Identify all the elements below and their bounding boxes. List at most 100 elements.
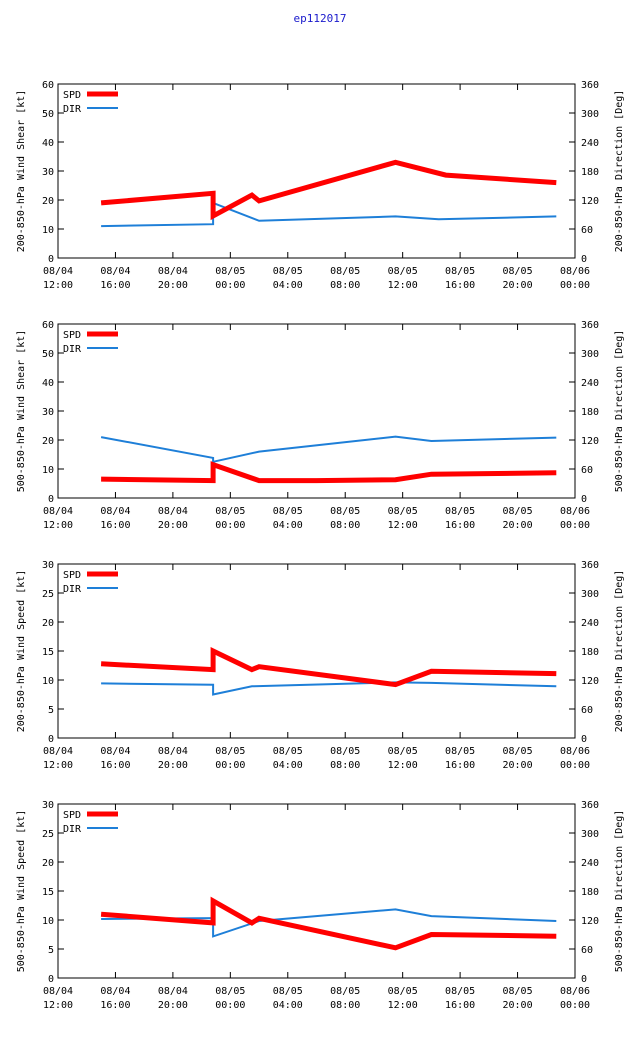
x-tick-label-date: 08/05 — [273, 746, 303, 757]
x-tick-label-date: 08/04 — [158, 266, 188, 277]
x-tick-label-time: 20:00 — [503, 280, 533, 291]
y-tick-label: 30 — [42, 407, 54, 418]
y-tick-label: 0 — [48, 734, 54, 745]
x-tick-label-time: 00:00 — [560, 520, 590, 531]
y-tick-label: 5 — [48, 945, 54, 956]
x-tick-label-date: 08/05 — [330, 986, 360, 997]
x-tick-label-date: 08/04 — [100, 506, 130, 517]
y-tick-label: 30 — [42, 800, 54, 811]
y-tick-label: 10 — [42, 465, 54, 476]
y2-tick-label: 180 — [581, 407, 599, 418]
x-tick-label-date: 08/05 — [503, 746, 533, 757]
x-tick-label-date: 08/05 — [330, 506, 360, 517]
y2-tick-label: 300 — [581, 589, 599, 600]
y2-axis-label: 500-850-hPa Direction [Deg] — [614, 810, 625, 973]
y2-tick-label: 120 — [581, 196, 599, 207]
y2-tick-label: 60 — [581, 945, 593, 956]
y-tick-label: 20 — [42, 196, 54, 207]
y2-tick-label: 180 — [581, 887, 599, 898]
y-tick-label: 10 — [42, 225, 54, 236]
y2-tick-label: 120 — [581, 436, 599, 447]
y-tick-label: 50 — [42, 109, 54, 120]
dir-series-line — [101, 681, 557, 696]
x-tick-label-date: 08/04 — [158, 506, 188, 517]
spd-series-line — [100, 159, 557, 221]
x-tick-label-date: 08/06 — [560, 266, 590, 277]
x-tick-label-time: 00:00 — [215, 280, 245, 291]
y-axis-label: 500-850-hPa Wind Speed [kt] — [16, 810, 27, 973]
x-tick-label-time: 12:00 — [43, 520, 73, 531]
x-tick-label-time: 04:00 — [273, 520, 303, 531]
legend-label-dir: DIR — [63, 104, 82, 115]
x-tick-label-time: 08:00 — [330, 1000, 360, 1011]
x-tick-label-time: 20:00 — [158, 520, 188, 531]
x-tick-label-time: 00:00 — [560, 1000, 590, 1011]
y2-tick-label: 240 — [581, 618, 599, 629]
x-tick-label-time: 20:00 — [503, 760, 533, 771]
x-tick-label-time: 08:00 — [330, 760, 360, 771]
y2-tick-label: 180 — [581, 167, 599, 178]
y-tick-label: 5 — [48, 705, 54, 716]
y2-tick-label: 0 — [581, 494, 587, 505]
legend-label-dir: DIR — [63, 584, 82, 595]
x-tick-label-time: 12:00 — [43, 280, 73, 291]
y2-tick-label: 120 — [581, 676, 599, 687]
y-tick-label: 20 — [42, 618, 54, 629]
x-tick-label-date: 08/04 — [43, 986, 73, 997]
x-tick-label-time: 00:00 — [215, 1000, 245, 1011]
x-tick-label-date: 08/05 — [445, 266, 475, 277]
x-tick-label-date: 08/05 — [445, 506, 475, 517]
x-tick-label-date: 08/04 — [43, 746, 73, 757]
page-title: ep112017 — [293, 12, 347, 25]
spd-series-line — [101, 461, 557, 484]
y2-tick-label: 240 — [581, 858, 599, 869]
dir-series-line — [101, 201, 557, 228]
x-tick-label-date: 08/04 — [158, 986, 188, 997]
y2-axis-label: 500-850-hPa Direction [Deg] — [614, 330, 625, 493]
x-tick-label-time: 20:00 — [158, 280, 188, 291]
x-tick-label-date: 08/05 — [388, 746, 418, 757]
x-tick-label-time: 16:00 — [100, 760, 130, 771]
y2-tick-label: 300 — [581, 109, 599, 120]
x-tick-label-time: 16:00 — [100, 1000, 130, 1011]
x-tick-label-date: 08/05 — [330, 266, 360, 277]
legend-label-spd: SPD — [63, 810, 81, 821]
y-tick-label: 10 — [42, 676, 54, 687]
y2-tick-label: 0 — [581, 974, 587, 985]
x-tick-label-time: 16:00 — [445, 280, 475, 291]
x-tick-label-date: 08/04 — [100, 266, 130, 277]
x-tick-label-date: 08/05 — [503, 986, 533, 997]
x-tick-label-time: 00:00 — [215, 520, 245, 531]
y-tick-label: 25 — [42, 829, 54, 840]
y-tick-label: 60 — [42, 80, 54, 91]
y2-tick-label: 240 — [581, 138, 599, 149]
y-tick-label: 0 — [48, 974, 54, 985]
x-tick-label-date: 08/05 — [215, 506, 245, 517]
y2-tick-label: 60 — [581, 465, 593, 476]
spd-series-line — [100, 647, 557, 688]
x-tick-label-time: 12:00 — [388, 280, 418, 291]
x-tick-label-date: 08/04 — [43, 266, 73, 277]
x-tick-label-date: 08/05 — [215, 986, 245, 997]
y-tick-label: 0 — [48, 254, 54, 265]
y-tick-label: 30 — [42, 167, 54, 178]
y2-tick-label: 360 — [581, 560, 599, 571]
x-tick-label-time: 20:00 — [503, 520, 533, 531]
dir-series-line — [100, 435, 557, 464]
plot-frame — [57, 83, 576, 259]
x-tick-label-date: 08/04 — [100, 986, 130, 997]
x-tick-label-date: 08/04 — [100, 746, 130, 757]
x-tick-label-time: 20:00 — [158, 760, 188, 771]
spd-series-line — [100, 896, 557, 951]
x-tick-label-time: 20:00 — [503, 1000, 533, 1011]
x-tick-label-date: 08/05 — [330, 746, 360, 757]
x-tick-label-time: 08:00 — [330, 280, 360, 291]
x-tick-label-time: 16:00 — [100, 280, 130, 291]
legend-label-dir: DIR — [63, 824, 82, 835]
y-axis-label: 200-850-hPa Wind Speed [kt] — [16, 570, 27, 733]
x-tick-label-time: 12:00 — [388, 1000, 418, 1011]
x-tick-label-date: 08/05 — [445, 986, 475, 997]
x-tick-label-date: 08/06 — [560, 986, 590, 997]
x-tick-label-date: 08/04 — [43, 506, 73, 517]
